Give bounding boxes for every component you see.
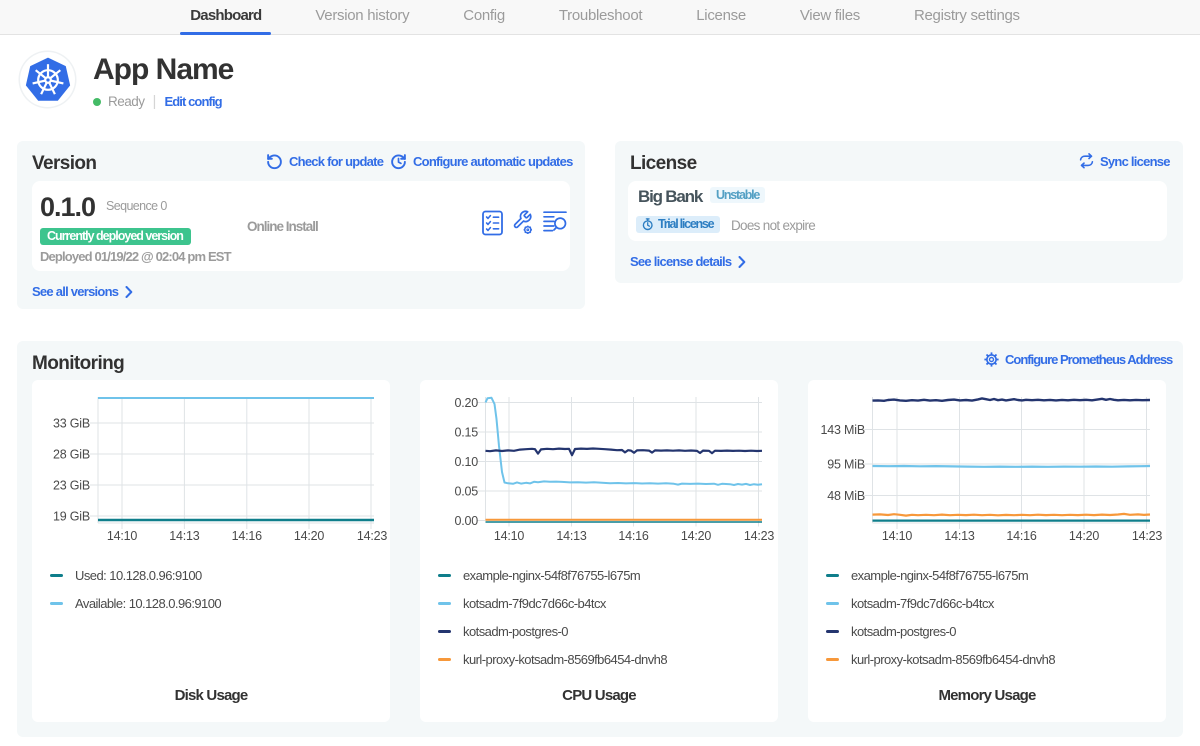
svg-text:14:13: 14:13 — [169, 529, 200, 543]
svg-text:14:20: 14:20 — [294, 529, 325, 543]
svg-text:14:23: 14:23 — [357, 529, 388, 543]
svg-text:14:23: 14:23 — [744, 529, 775, 543]
svg-text:14:16: 14:16 — [618, 529, 649, 543]
svg-text:19 GiB: 19 GiB — [53, 510, 90, 524]
svg-text:95 MiB: 95 MiB — [827, 458, 865, 472]
svg-text:28 GiB: 28 GiB — [53, 448, 90, 462]
svg-text:14:16: 14:16 — [1006, 529, 1037, 543]
svg-text:14:13: 14:13 — [944, 529, 975, 543]
svg-text:14:10: 14:10 — [107, 529, 138, 543]
svg-text:0.20: 0.20 — [454, 396, 478, 410]
svg-text:0.10: 0.10 — [454, 455, 478, 469]
svg-text:143 MiB: 143 MiB — [821, 423, 865, 437]
svg-text:33 GiB: 33 GiB — [53, 417, 90, 431]
svg-text:23 GiB: 23 GiB — [53, 479, 90, 493]
svg-text:48 MiB: 48 MiB — [827, 489, 865, 503]
svg-text:0.15: 0.15 — [454, 426, 478, 440]
svg-text:14:20: 14:20 — [681, 529, 712, 543]
svg-text:14:23: 14:23 — [1132, 529, 1163, 543]
svg-text:14:16: 14:16 — [232, 529, 263, 543]
svg-text:14:20: 14:20 — [1069, 529, 1100, 543]
svg-text:0.00: 0.00 — [454, 514, 478, 528]
svg-text:14:10: 14:10 — [494, 529, 525, 543]
svg-text:0.05: 0.05 — [454, 485, 478, 499]
svg-text:14:13: 14:13 — [556, 529, 587, 543]
svg-text:14:10: 14:10 — [882, 529, 913, 543]
